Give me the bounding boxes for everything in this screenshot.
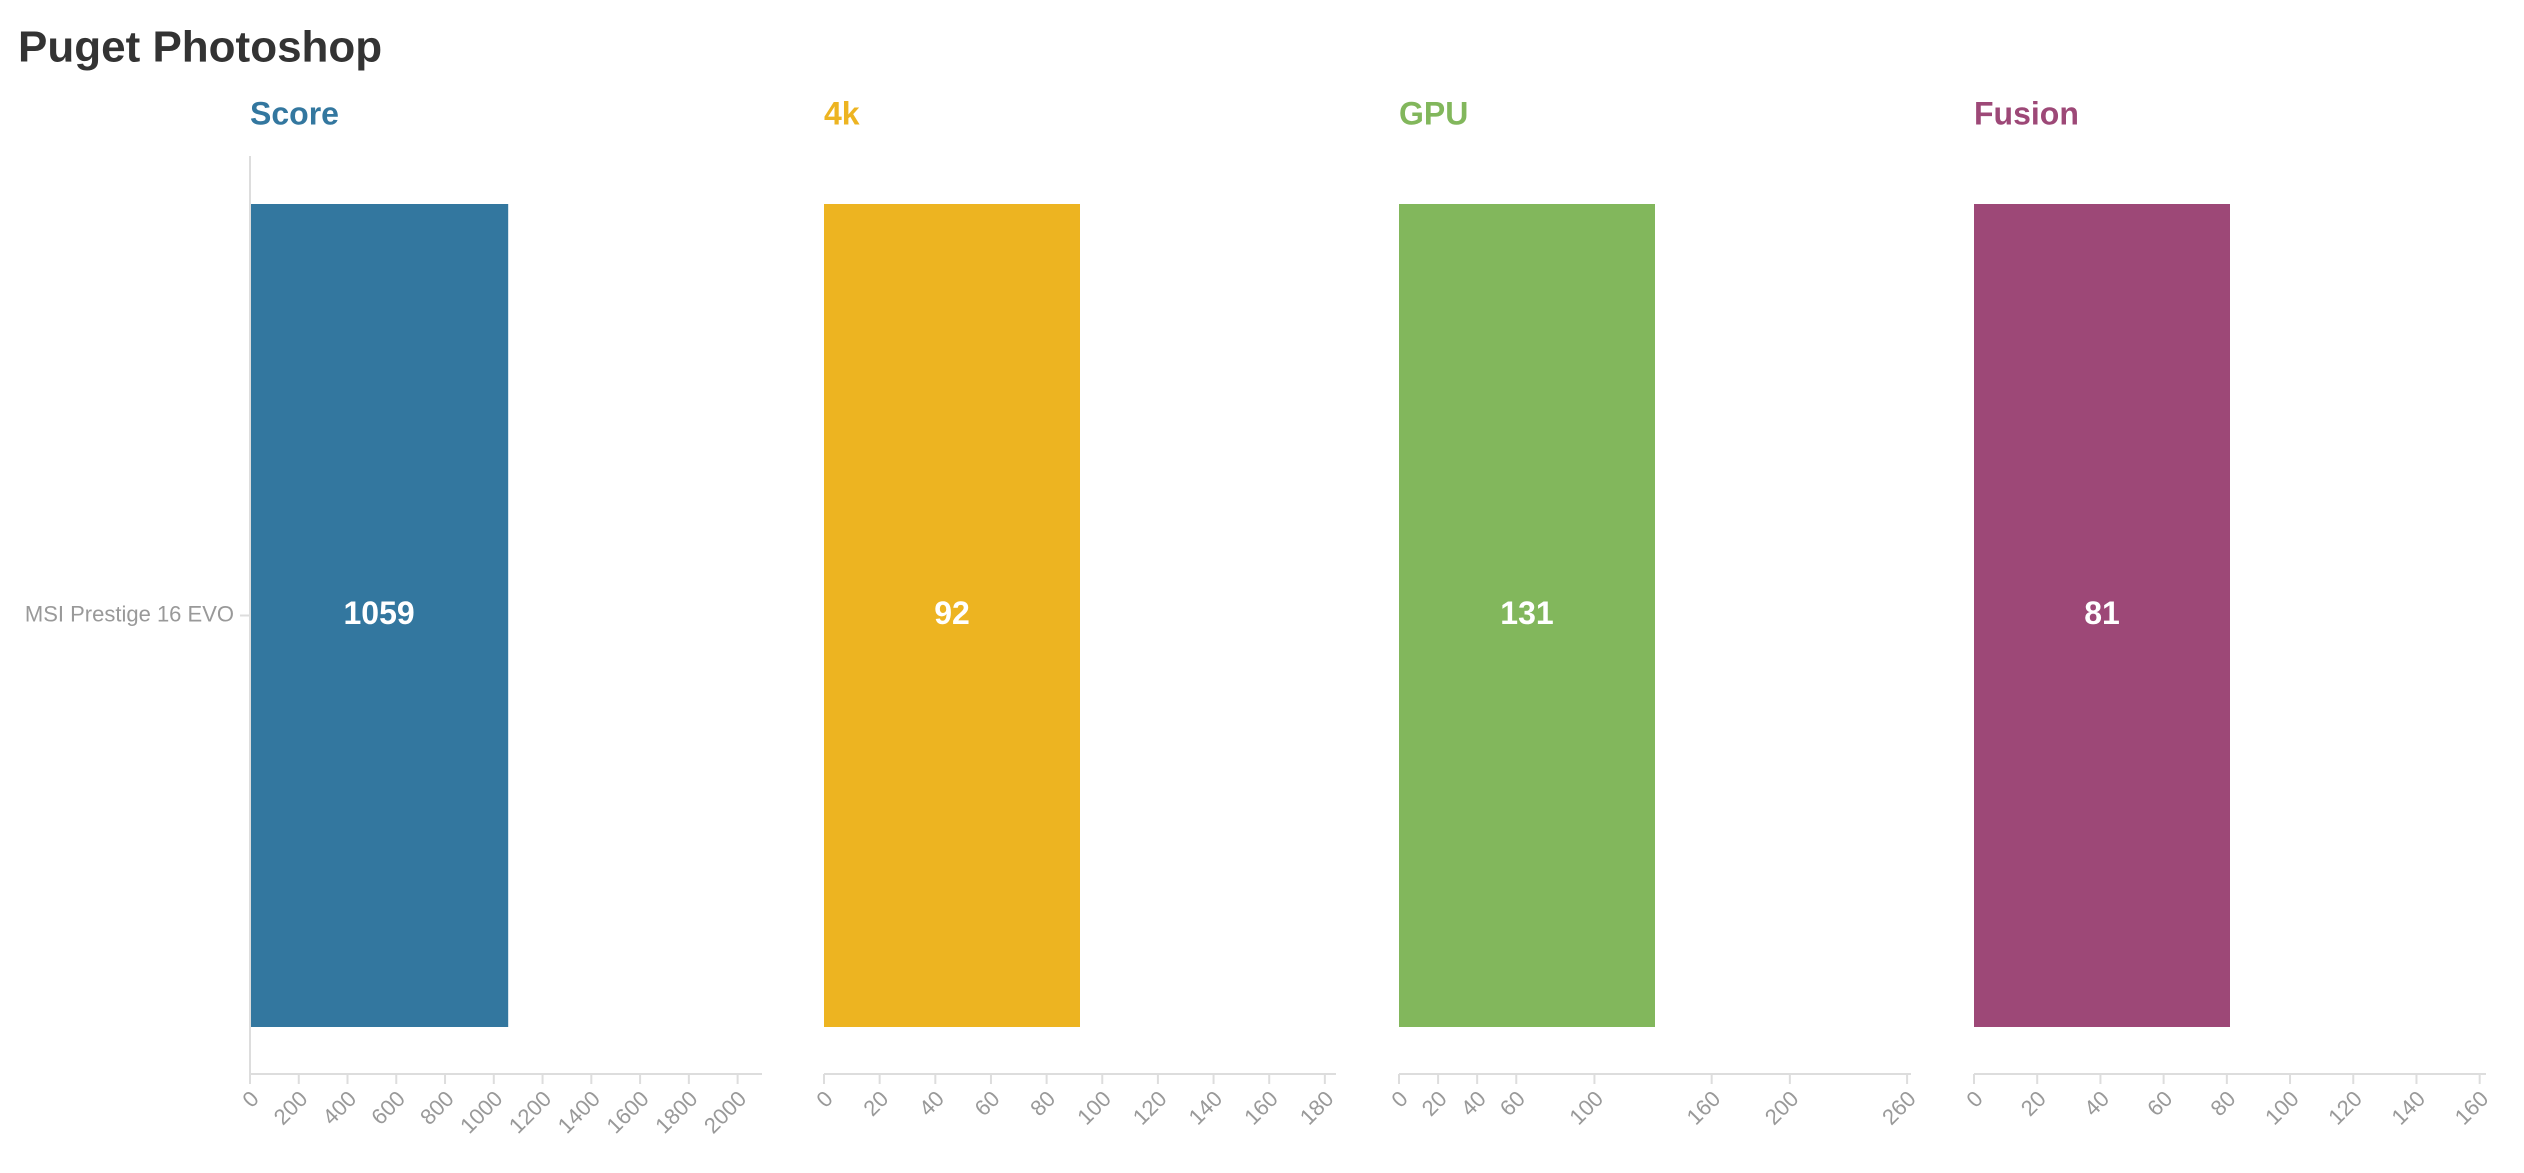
panel-title: GPU [1399,95,1468,131]
panel-title: Fusion [1974,95,2079,131]
value-label: 1059 [344,595,415,631]
x-tick-label: 160 [2450,1086,2494,1130]
x-tick-label: 0 [811,1086,837,1112]
panel-title: 4k [824,95,860,131]
bar [1974,204,2230,1027]
x-tick-label: 80 [2205,1086,2240,1121]
x-tick-label: 160 [1682,1086,1726,1130]
x-tick-label: 1400 [553,1086,605,1138]
x-tick-label: 200 [1760,1086,1804,1130]
value-label: 131 [1500,595,1553,631]
x-tick-label: 0 [237,1086,263,1112]
x-tick-label: 20 [1417,1086,1452,1121]
x-tick-label: 800 [415,1086,459,1130]
x-tick-label: 60 [1495,1086,1530,1121]
x-tick-label: 120 [2323,1086,2367,1130]
value-label: 81 [2084,595,2120,631]
x-tick-label: 600 [366,1086,410,1130]
x-tick-label: 200 [269,1086,313,1130]
x-tick-label: 2000 [699,1086,751,1138]
x-tick-label: 40 [1456,1086,1491,1121]
x-tick-label: 140 [1184,1086,1228,1130]
panel-title: Score [250,95,339,131]
bar [250,204,509,1027]
x-tick-label: 20 [2016,1086,2051,1121]
x-tick-label: 160 [1239,1086,1283,1130]
x-tick-label: 1200 [504,1086,556,1138]
x-tick-label: 1800 [650,1086,702,1138]
x-tick-label: 120 [1128,1086,1172,1130]
x-tick-label: 1000 [455,1086,507,1138]
bar [1399,204,1655,1027]
x-tick-label: 100 [2260,1086,2304,1130]
x-tick-label: 140 [2386,1086,2430,1130]
value-label: 92 [934,595,970,631]
x-tick-label: 80 [1025,1086,1060,1121]
page-title: Puget Photoshop [18,23,382,72]
x-tick-label: 40 [2079,1086,2114,1121]
x-tick-label: 20 [858,1086,893,1121]
x-tick-label: 1600 [601,1086,653,1138]
bar [824,204,1080,1027]
x-tick-label: 180 [1295,1086,1339,1130]
x-tick-label: 40 [914,1086,949,1121]
x-tick-label: 400 [318,1086,362,1130]
x-tick-label: 0 [1961,1086,1987,1112]
x-tick-label: 0 [1386,1086,1412,1112]
category-label: MSI Prestige 16 EVO [25,601,234,626]
x-tick-label: 100 [1564,1086,1608,1130]
x-tick-label: 60 [970,1086,1005,1121]
x-tick-label: 260 [1877,1086,1921,1130]
x-tick-label: 100 [1072,1086,1116,1130]
x-tick-label: 60 [2142,1086,2177,1121]
